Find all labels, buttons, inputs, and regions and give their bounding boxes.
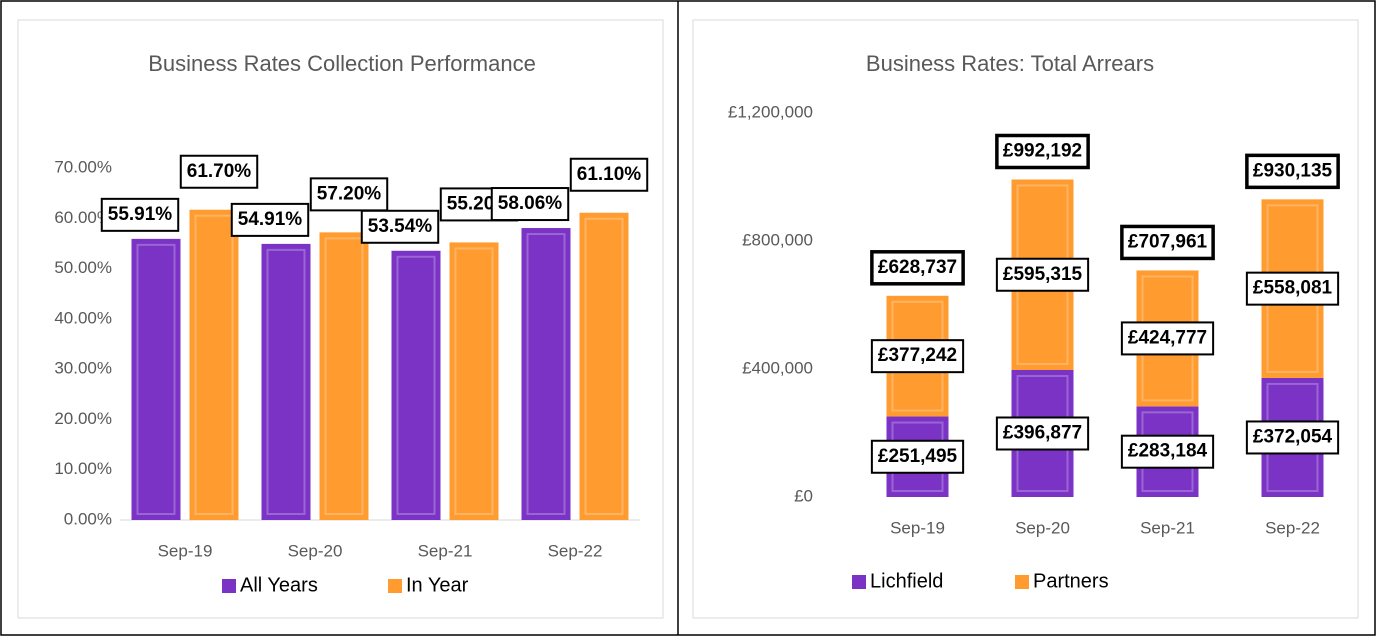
label-box [1120, 224, 1215, 261]
x-tick-label: Sep-20 [1015, 518, 1070, 537]
y-tick-label: 40.00% [54, 308, 112, 327]
bar [449, 242, 499, 520]
x-tick-label: Sep-19 [158, 541, 213, 560]
bar [579, 212, 629, 521]
chart-title: Business Rates: Total Arrears [866, 51, 1154, 76]
bar-bevel [584, 217, 624, 516]
bar [131, 238, 181, 520]
bar [189, 209, 239, 521]
chart-frame [17, 19, 664, 619]
label-box [995, 416, 1090, 451]
y-tick-label: 50.00% [54, 258, 112, 277]
data-label: £372,054 [1253, 426, 1333, 447]
bar-bevel [396, 255, 436, 515]
x-tick-label: Sep-21 [418, 541, 473, 560]
label-box [1120, 321, 1215, 356]
data-label: 55.91% [108, 204, 173, 225]
label-box [870, 439, 965, 474]
y-tick-label: £1,200,000 [728, 102, 813, 121]
data-label: £558,081 [1253, 278, 1333, 299]
label-box [309, 177, 389, 212]
bar [521, 228, 571, 520]
label-box [1245, 271, 1340, 306]
legend-label: Partners [1033, 570, 1109, 592]
bar [261, 243, 311, 520]
y-tick-label: £0 [794, 486, 813, 505]
data-label: 61.70% [187, 161, 252, 182]
data-label: 58.06% [498, 193, 563, 214]
data-label: £396,877 [1003, 423, 1082, 444]
bar-bevel [454, 247, 494, 515]
data-label: £251,495 [878, 446, 958, 467]
label-box [490, 187, 570, 222]
legend-swatch [222, 579, 236, 593]
x-tick-label: Sep-19 [890, 518, 945, 537]
bar-bevel [324, 237, 364, 515]
y-tick-label: 30.00% [54, 359, 112, 378]
label-box [1245, 153, 1340, 190]
bar-bevel [266, 248, 306, 516]
bar-bevel [136, 243, 176, 515]
data-label: 57.20% [317, 183, 382, 204]
label-box [179, 154, 259, 189]
legend-label: In Year [406, 574, 469, 596]
y-tick-label: £800,000 [742, 230, 813, 249]
legend-label: All Years [240, 574, 318, 596]
bar-bevel [194, 214, 234, 515]
label-box [995, 133, 1090, 170]
label-box [100, 197, 180, 232]
legend-swatch [388, 579, 402, 593]
data-label: 61.10% [577, 164, 642, 185]
data-label: £628,737 [878, 257, 957, 278]
x-tick-label: Sep-21 [1140, 518, 1195, 537]
x-tick-label: Sep-22 [1265, 518, 1320, 537]
bar-bevel [526, 233, 566, 515]
data-label: £283,184 [1128, 441, 1208, 462]
legend-label: Lichfield [870, 570, 943, 592]
label-box [1245, 420, 1340, 455]
bar [391, 250, 441, 521]
data-label: 54.91% [238, 209, 303, 230]
y-tick-label: 70.00% [54, 157, 112, 176]
data-label: 53.54% [368, 216, 433, 237]
label-box [870, 250, 965, 286]
data-label: £424,777 [1128, 327, 1207, 348]
label-box [1120, 434, 1215, 469]
chart-frame [692, 19, 1359, 619]
y-tick-label: 0.00% [64, 509, 112, 528]
y-tick-label: £400,000 [742, 358, 813, 377]
y-tick-label: 60.00% [54, 208, 112, 227]
data-label: £930,135 [1253, 160, 1333, 181]
legend-swatch [852, 575, 866, 589]
chart-title: Business Rates Collection Performance [148, 51, 536, 76]
data-label: £992,192 [1003, 141, 1082, 162]
data-label: £377,242 [878, 345, 957, 366]
y-tick-label: 10.00% [54, 459, 112, 478]
data-label: £707,961 [1128, 231, 1208, 252]
legend-swatch [1015, 575, 1029, 589]
x-tick-label: Sep-20 [288, 541, 343, 560]
label-box [360, 209, 440, 244]
label-box [870, 339, 965, 374]
data-label: £595,315 [1003, 264, 1083, 285]
label-box [230, 202, 310, 237]
label-box [569, 157, 649, 192]
y-tick-label: 20.00% [54, 409, 112, 428]
label-box [995, 257, 1090, 292]
bar [319, 232, 369, 520]
x-tick-label: Sep-22 [548, 541, 603, 560]
